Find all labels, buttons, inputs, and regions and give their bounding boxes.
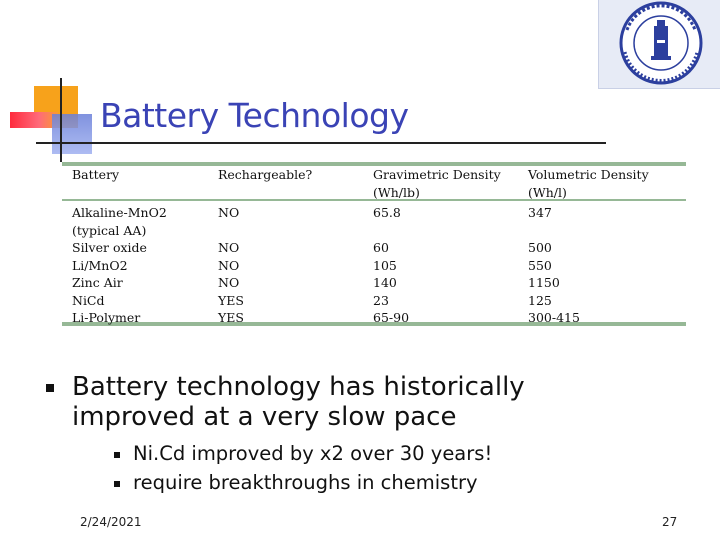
header-gravimetric-unit: (Wh/lb): [373, 184, 420, 200]
slide-date: 2/24/2021: [80, 515, 142, 529]
main-bullet-text: Battery technology has historically impr…: [72, 372, 525, 432]
table-row: Silver oxide NO 60 500: [62, 239, 686, 257]
cell-volumetric: 1150: [528, 275, 560, 290]
title-decoration-blue-square: [52, 114, 92, 154]
cell-battery: Li-Polymer: [72, 310, 141, 325]
slide-page-number: 27: [662, 515, 678, 529]
cell-gravimetric: 23: [373, 292, 389, 308]
sub-bullet-square-icon: [114, 481, 120, 487]
header-gravimetric-label: Gravimetric Density: [373, 167, 501, 182]
table-bottom-rule: [62, 322, 686, 326]
table-row: NiCd YES 23 125: [62, 292, 686, 310]
cell-rechargeable: NO: [218, 240, 240, 255]
cell-battery: Li/MnO2: [72, 257, 128, 273]
header-volumetric: Volumetric Density (Wh/l): [528, 166, 686, 201]
battery-note: (typical AA): [72, 222, 147, 238]
table-row: Alkaline-MnO2 (typical AA) NO 65.8 347: [62, 201, 686, 239]
cell-gravimetric: 60: [373, 240, 389, 255]
cell-gravimetric: 65-90: [373, 310, 410, 325]
cell-battery: NiCd: [72, 292, 105, 308]
cell-rechargeable: NO: [218, 205, 240, 220]
cell-volumetric: 500: [528, 240, 552, 255]
seal-icon: [619, 1, 703, 85]
table-row: Li-Polymer YES 65-90 300-415: [62, 309, 686, 327]
header-volumetric-unit: (Wh/l): [528, 184, 567, 200]
battery-name: Alkaline-MnO2: [72, 205, 167, 220]
cell-rechargeable: YES: [218, 310, 244, 325]
cell-battery: Alkaline-MnO2 (typical AA): [62, 201, 218, 239]
sub-bullet-text: require breakthroughs in chemistry: [133, 471, 478, 494]
cell-battery: Silver oxide: [72, 240, 147, 255]
table-header-row: Battery Rechargeable? Gravimetric Densit…: [62, 166, 686, 201]
sub-bullet-text: Ni.Cd improved by x2 over 30 years!: [133, 442, 493, 465]
table-row: Li/MnO2 NO 105 550: [62, 257, 686, 275]
battery-comparison-table: Battery Rechargeable? Gravimetric Densit…: [62, 162, 686, 326]
cell-gravimetric: 65.8: [373, 205, 401, 220]
cell-gravimetric: 140: [373, 275, 397, 290]
title-decoration-vertical-line: [60, 78, 62, 162]
cell-battery: Zinc Air: [72, 275, 123, 290]
bullet-square-icon: [46, 384, 54, 392]
cell-rechargeable: NO: [218, 275, 240, 290]
title-decoration-red-bar: [10, 112, 58, 128]
cell-volumetric: 550: [528, 257, 552, 273]
header-battery: Battery: [62, 166, 218, 201]
cell-volumetric: 300-415: [528, 310, 580, 325]
header-volumetric-label: Volumetric Density: [528, 167, 649, 182]
cell-volumetric: 125: [528, 292, 552, 308]
university-logo: [598, 0, 720, 89]
cell-gravimetric: 105: [373, 257, 397, 273]
sub-bullet-square-icon: [114, 452, 120, 458]
slide-title: Battery Technology: [100, 96, 409, 135]
cell-rechargeable: YES: [218, 292, 244, 308]
title-underline: [36, 142, 606, 144]
cell-rechargeable: NO: [218, 257, 240, 273]
cell-volumetric: 347: [528, 205, 552, 220]
header-rechargeable: Rechargeable?: [218, 166, 373, 201]
table-row: Zinc Air NO 140 1150: [62, 274, 686, 292]
table-header-rule: [62, 199, 686, 201]
battery-table: Battery Rechargeable? Gravimetric Densit…: [62, 166, 686, 327]
header-gravimetric: Gravimetric Density (Wh/lb): [373, 166, 528, 201]
header-battery-label: Battery: [72, 167, 120, 182]
table-top-rule: [62, 162, 686, 166]
header-rechargeable-label: Rechargeable?: [218, 167, 313, 182]
